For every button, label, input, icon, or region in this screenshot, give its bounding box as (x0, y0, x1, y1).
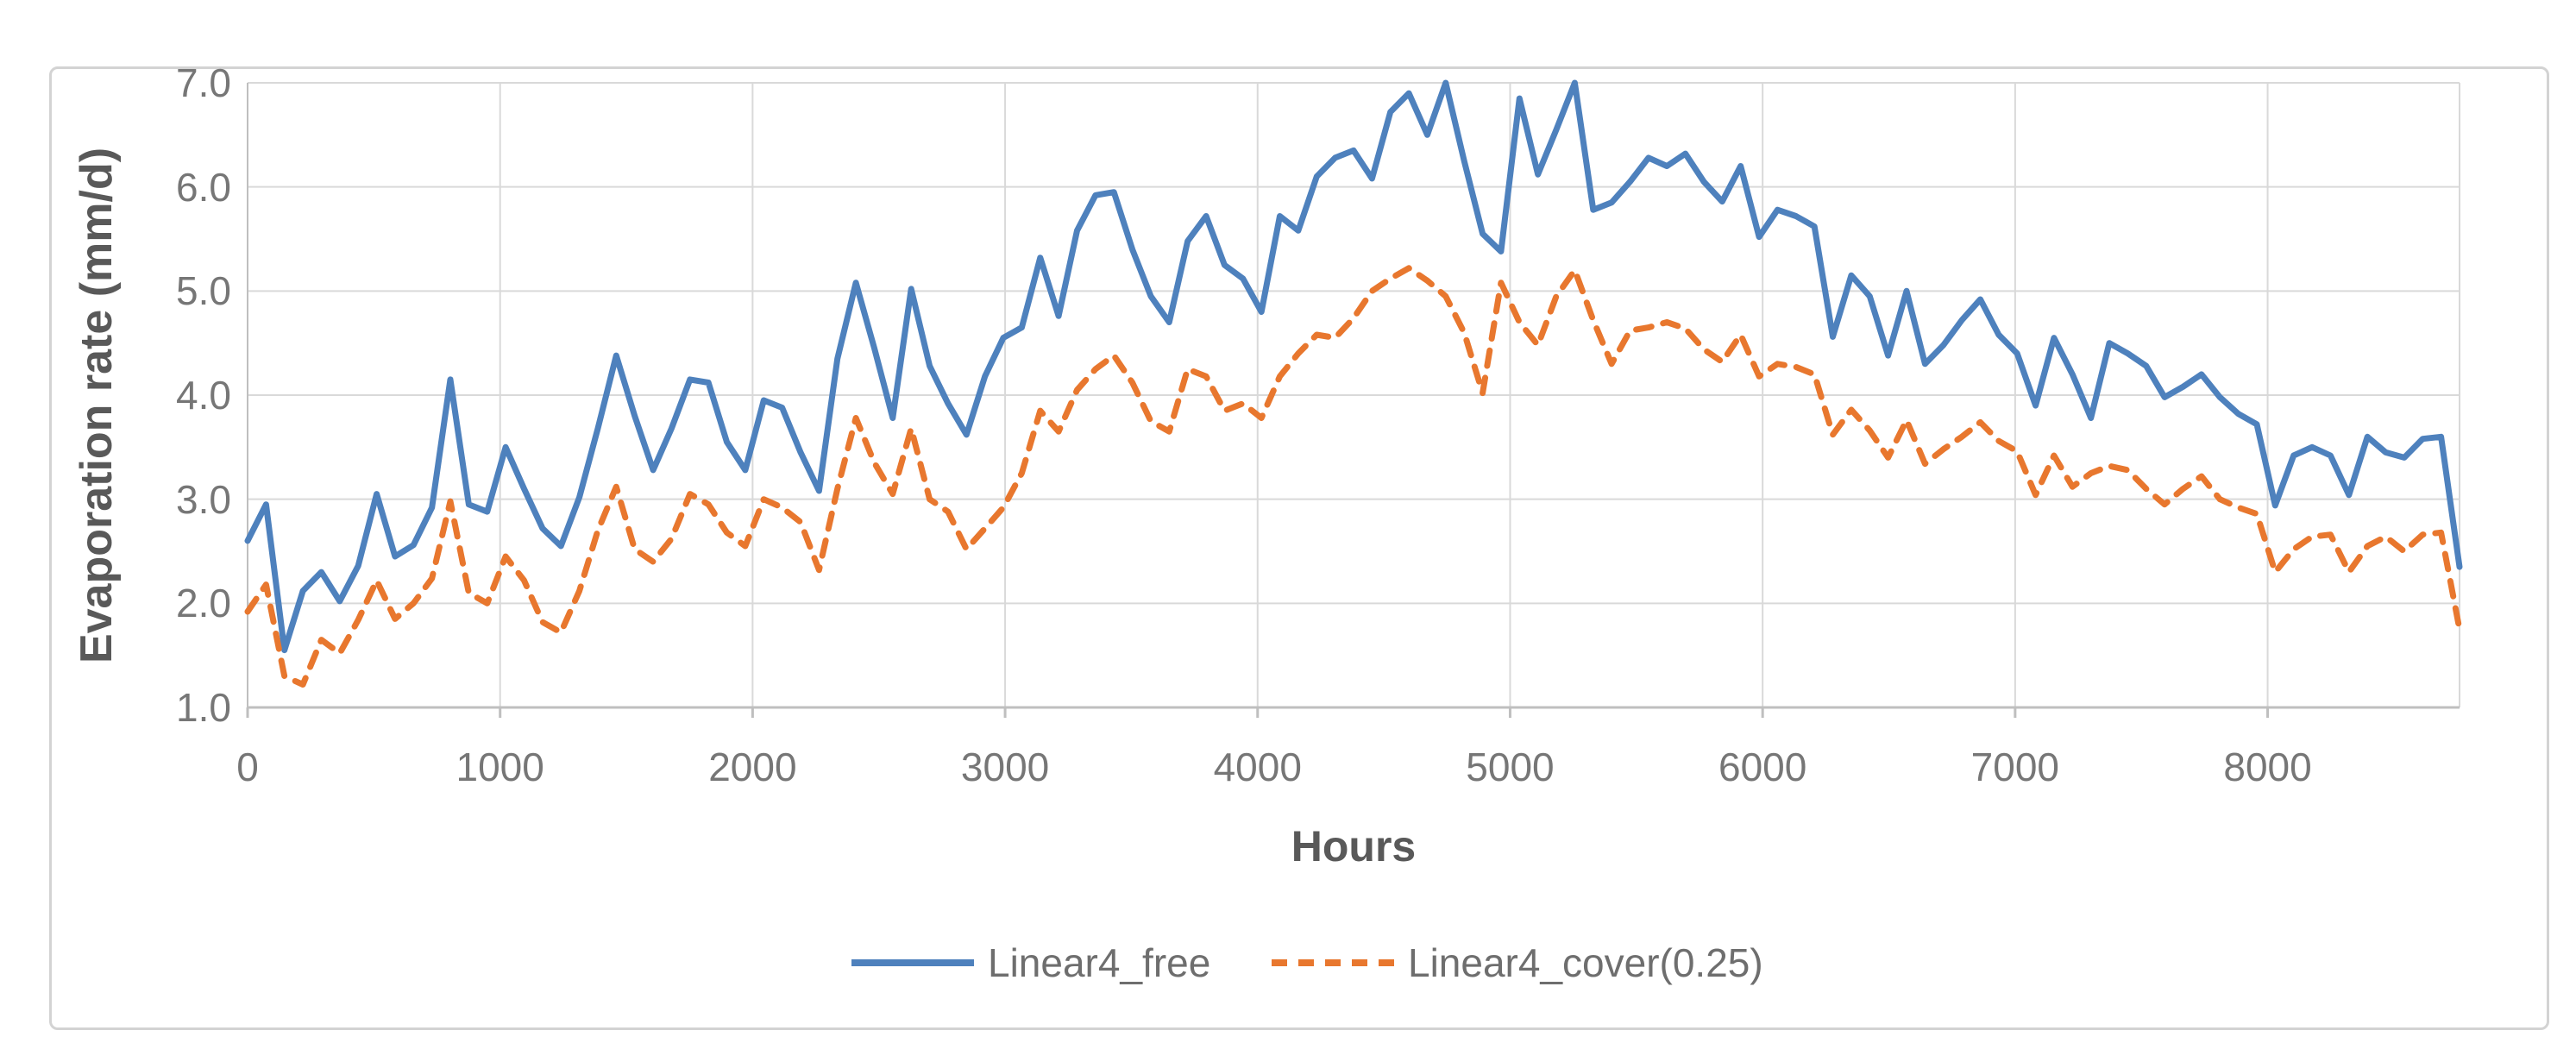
vertical-gridlines (499, 83, 2460, 707)
x-axis-title: Hours (1291, 822, 1417, 870)
legend-line-sample-dashed (1272, 959, 1394, 966)
y-tick-label-7.0: 7.0 (176, 60, 231, 105)
legend-label-linear4-free: Linear4_free (988, 940, 1211, 985)
x-tick-label-7000: 7000 (1970, 745, 2060, 789)
series-line-linear4-cover-0-25- (244, 265, 2463, 688)
x-tick-label-8000: 8000 (2223, 745, 2312, 789)
x-tick-label-2000: 2000 (708, 745, 797, 789)
x-tick-label-4000: 4000 (1213, 745, 1302, 789)
y-axis-title: Evaporation rate (mm/d) (72, 147, 122, 664)
x-tick-label-5000: 5000 (1466, 745, 1555, 789)
x-tick-label-0: 0 (236, 745, 259, 789)
data-series-lines (244, 79, 2463, 688)
legend-line-sample-solid (851, 959, 974, 966)
y-tick-label-2.0: 2.0 (176, 581, 231, 626)
x-tick-label-3000: 3000 (960, 745, 1050, 789)
series-line-linear4-free (244, 79, 2463, 654)
x-tick-label-6000: 6000 (1718, 745, 1807, 789)
horizontal-gridlines (248, 82, 2460, 605)
axis-lines (246, 83, 2460, 718)
y-tick-label-1.0: 1.0 (176, 685, 231, 730)
y-tick-label-3.0: 3.0 (176, 476, 231, 522)
y-tick-label-5.0: 5.0 (176, 268, 231, 314)
y-tick-label-4.0: 4.0 (176, 373, 231, 418)
x-tick-label-1000: 1000 (456, 745, 544, 789)
y-tick-label-6.0: 6.0 (176, 164, 231, 210)
legend-label-linear4-cover: Linear4_cover(0.25) (1408, 940, 1763, 985)
